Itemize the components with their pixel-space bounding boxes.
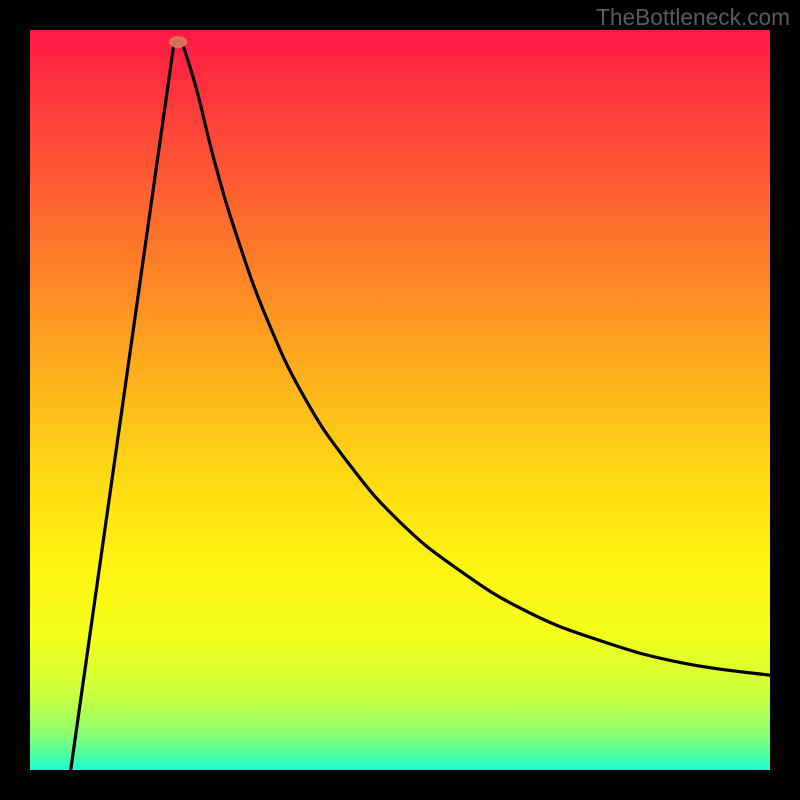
chart-container: TheBottleneck.com: [0, 0, 800, 800]
plot-area: [30, 30, 770, 770]
bottleneck-curve: [30, 30, 770, 770]
attribution-label: TheBottleneck.com: [596, 4, 790, 31]
current-config-marker: [169, 36, 187, 48]
